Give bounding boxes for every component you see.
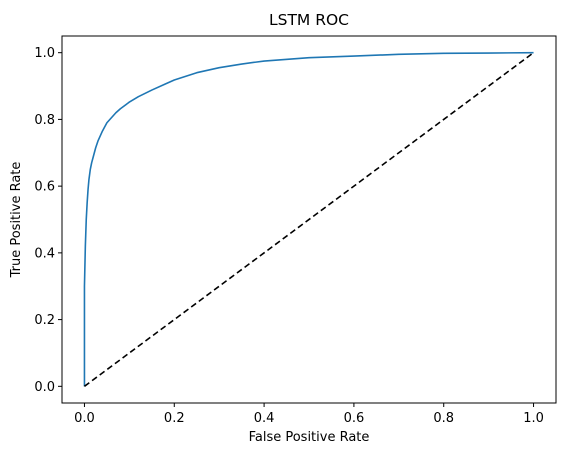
x-tick-label: 0.4 [254,411,275,426]
chart-title: LSTM ROC [269,11,349,29]
x-tick-label: 0.6 [344,411,365,426]
y-axis-label: True Positive Rate [9,162,24,279]
x-tick-label: 0.2 [164,411,185,426]
y-tick-label: 0.2 [34,313,55,328]
y-tick-label: 0.0 [34,380,55,395]
chance-diagonal-line [83,52,535,387]
x-tick-label: 0.0 [74,411,95,426]
x-axis-ticks: 0.0 0.2 0.4 0.6 0.8 1.0 [74,403,544,426]
series-layer [83,51,535,387]
y-tick-label: 1.0 [34,46,55,61]
y-tick-label: 0.6 [34,180,55,195]
y-tick-label: 0.8 [34,113,55,128]
x-tick-label: 1.0 [523,411,544,426]
plot-frame [61,35,557,404]
y-tick-label: 0.4 [34,246,55,261]
x-axis-label: False Positive Rate [249,430,370,445]
roc-curve-line [83,51,534,387]
y-axis-ticks: 0.0 0.2 0.4 0.6 0.8 1.0 [34,46,62,395]
x-tick-label: 0.8 [433,411,454,426]
